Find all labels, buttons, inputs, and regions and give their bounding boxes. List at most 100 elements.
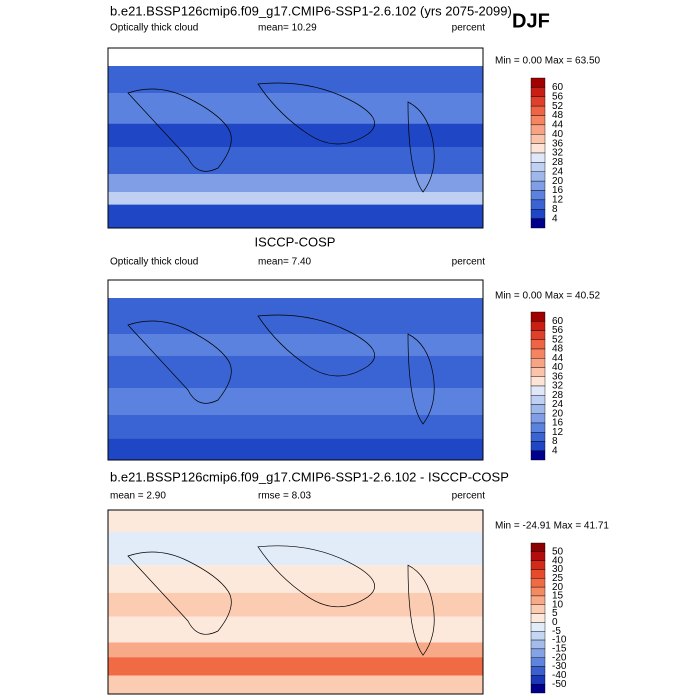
colorbar-box	[530, 666, 546, 676]
colorbar-label: 48	[552, 110, 564, 121]
colorbar-box	[530, 376, 546, 387]
colorbar-box	[530, 432, 546, 442]
colorbar-box	[530, 199, 546, 210]
colorbar-box	[530, 395, 546, 405]
colorbar-box	[530, 180, 546, 191]
colorbar-label: 28	[552, 390, 564, 401]
colorbar-box	[530, 367, 546, 377]
colorbar-box	[530, 613, 546, 623]
colorbar-box	[530, 622, 546, 632]
panel-header: ISCCP-COSP	[255, 234, 336, 249]
map-field	[108, 616, 483, 643]
colorbar-box	[530, 413, 546, 424]
colorbar-label: 8	[552, 204, 558, 215]
colorbar-label: 56	[552, 91, 564, 102]
map-field	[108, 438, 483, 460]
colorbar-label: -15	[552, 644, 567, 655]
colorbar-box	[530, 542, 546, 553]
colorbar-box	[530, 683, 546, 694]
colorbar-label: 12	[552, 427, 564, 438]
map-field	[108, 510, 483, 533]
colorbar-box	[530, 648, 546, 658]
colorbar-label: 50	[552, 546, 564, 557]
map-field	[108, 147, 483, 174]
colorbar-box	[530, 162, 546, 172]
colorbar-label: 30	[552, 564, 564, 575]
map-field	[108, 565, 483, 593]
colorbar-box	[530, 560, 546, 570]
map-field	[108, 93, 483, 124]
colorbar-label: 0	[552, 617, 558, 628]
colorbar-label: 4	[552, 213, 558, 224]
colorbar-box	[530, 569, 546, 579]
panel-stat: mean= 7.40	[258, 257, 312, 268]
map-frame	[107, 47, 484, 229]
map-field	[108, 174, 483, 192]
map-field	[108, 592, 483, 617]
colorbar-box	[530, 321, 546, 331]
map-frame	[107, 509, 484, 695]
colorbar-label: 15	[552, 591, 564, 602]
colorbar-box	[530, 339, 546, 350]
colorbar-box	[530, 595, 546, 605]
colorbar-box	[530, 115, 546, 126]
panel-minmax: Min = 0.00 Max = 40.52	[495, 291, 601, 302]
colorbar-label: 52	[552, 101, 564, 112]
colorbar-box	[530, 675, 546, 685]
colorbar-box	[530, 586, 546, 597]
colorbar-label: 5	[552, 608, 558, 619]
colorbar-label: 52	[552, 334, 564, 345]
panel-stat: rmse = 8.03	[258, 491, 312, 502]
colorbar-label: 40	[552, 362, 564, 373]
colorbar-label: 10	[552, 599, 564, 610]
map-field	[108, 66, 483, 93]
colorbar-label: -5	[552, 626, 561, 637]
colorbar-label: 20	[552, 176, 564, 187]
panel-left-label: mean = 2.90	[110, 491, 166, 502]
colorbar-label: 20	[552, 582, 564, 593]
map-field	[108, 192, 483, 205]
colorbar-box	[530, 551, 546, 561]
colorbar-label: -30	[552, 661, 567, 672]
colorbar-box	[530, 218, 546, 229]
colorbar-box	[530, 657, 546, 667]
colorbar-box	[530, 171, 546, 182]
colorbar-box	[530, 190, 546, 201]
panel-left-label: Optically thick cloud	[110, 257, 198, 268]
colorbar-box	[530, 450, 546, 461]
colorbar-box	[530, 124, 546, 135]
colorbar-box	[530, 358, 546, 368]
panel-minmax: Min = -24.91 Max = 41.71	[495, 521, 609, 532]
colorbar-box	[530, 152, 546, 163]
colorbar-label: 48	[552, 344, 564, 355]
colorbar-label: 4	[552, 445, 558, 456]
colorbar-label: -10	[552, 635, 567, 646]
colorbar-label: -20	[552, 652, 567, 663]
colorbar-box	[530, 631, 546, 641]
colorbar-box	[530, 604, 546, 614]
colorbar-box	[530, 441, 546, 451]
colorbar-label: 24	[552, 166, 564, 177]
colorbar-box	[530, 87, 546, 97]
colorbar-box	[530, 348, 546, 359]
colorbar-label: 32	[552, 381, 564, 392]
colorbar-box	[530, 311, 546, 322]
colorbar-label: 32	[552, 148, 564, 159]
map-field	[108, 123, 483, 147]
panel-units: percent	[452, 23, 486, 34]
colorbar-label: 16	[552, 185, 564, 196]
colorbar-label: 24	[552, 399, 564, 410]
map-field	[108, 388, 483, 415]
panel-header: b.e21.BSSP126cmip6.f09_g17.CMIP6-SSP1-2.…	[110, 469, 509, 484]
map-field	[108, 355, 483, 388]
map-frame	[107, 279, 484, 461]
colorbar-label: 36	[552, 371, 564, 382]
colorbar-box	[530, 404, 546, 414]
colorbar-label: 44	[552, 120, 564, 131]
colorbar-box	[530, 209, 546, 219]
colorbar-label: 36	[552, 138, 564, 149]
coastline	[127, 545, 435, 656]
colorbar-label: 8	[552, 436, 558, 447]
colorbar-label: 20	[552, 408, 564, 419]
